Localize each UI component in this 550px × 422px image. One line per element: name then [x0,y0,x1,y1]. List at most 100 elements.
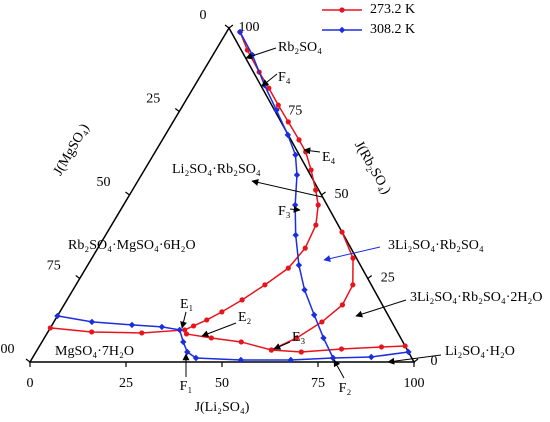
tick-mark [413,358,419,363]
point [208,335,214,341]
point [284,131,292,139]
annotation: Rb₂SO₄·MgSO₄·6H₂O [68,238,196,253]
right-tick-label: 25 [381,271,395,286]
annotation-arrow [323,246,381,262]
annotation-arrow [180,311,187,329]
annotation: F₄ [278,70,291,85]
point [238,339,244,345]
point [176,326,183,334]
annotation: Rb₂SO₄ [278,40,322,55]
annotation-arrow [273,341,291,350]
point [402,343,408,349]
point [285,265,291,271]
point [339,302,346,308]
annotation-arrow [201,322,237,338]
point [302,245,308,251]
point [405,348,412,356]
annotation-arrow [245,47,277,60]
point [296,137,302,143]
point [88,318,96,326]
annotation-arrow [355,299,407,318]
annotation: Li₂SO₄·H₂O [445,344,515,359]
point [313,187,319,193]
annotation-arrow [251,178,323,198]
point [262,282,268,288]
bottom-axis-title: J(Li₂SO₄) [195,400,250,415]
point [139,330,145,336]
point [219,309,225,315]
bottom-tick-label: 75 [311,376,325,391]
tick-mark [224,24,230,29]
point [287,356,294,364]
annotation-arrow [289,205,301,213]
point [236,28,244,36]
left-tick-label: 75 [47,259,61,274]
annotation: F₂ [339,381,352,396]
annotation-arrow [261,73,278,87]
left-tick-label: 50 [97,175,111,190]
point [292,231,299,239]
point [204,317,210,323]
annotation: E₁ [180,297,193,312]
series-line [239,31,334,359]
bottom-tick-label: 50 [215,376,229,391]
point [350,255,356,261]
annotation: Li₂SO₄·Rb₂SO₄ [172,162,261,177]
point [275,102,281,108]
annotation: E₄ [322,150,336,165]
right-tick-label: 100 [239,20,260,35]
point [54,312,61,320]
point [180,338,187,346]
right-axis-title: J(Rb₂SO₄) [351,139,394,198]
point [310,311,318,319]
annotation: F₃ [278,204,291,219]
point [285,119,291,125]
legend-marker [338,26,346,34]
point [319,319,325,325]
point [292,151,299,159]
left-tick-label: 100 [0,342,15,357]
legend-marker [339,7,345,13]
series-line [186,333,406,353]
point [295,261,303,269]
point [313,222,319,228]
point [339,229,345,235]
tick-mark [367,275,373,279]
point [301,286,308,294]
point [190,323,197,329]
point [308,167,314,173]
annotation: E₂ [238,310,252,325]
tick-mark [321,191,326,196]
legend-label: 308.2 K [370,22,415,37]
point [293,171,301,179]
legend-label: 273.2 K [370,2,415,17]
point [89,329,95,335]
point [294,335,300,341]
annotation-arrow [387,354,442,365]
annotation: F₁ [180,379,193,394]
bottom-tick-label: 25 [119,376,133,391]
point [368,353,375,361]
annotation-arrow [333,359,345,379]
point [268,347,275,353]
annotation: 3Li₂SO₄·Rb₂SO₄·2H₂O [410,290,543,305]
point [128,321,136,329]
point [378,344,385,350]
left-axis-title: J(MgSO₄) [51,121,93,178]
annotation: E₃ [292,330,306,345]
point [298,349,304,355]
point [266,85,272,91]
tick-mark [125,191,130,196]
point [338,346,345,352]
series-line [271,231,354,351]
point [350,282,356,288]
point [192,354,200,362]
point [183,331,190,337]
point [237,356,245,364]
point [158,323,166,331]
point [273,106,280,114]
left-tick-label: 25 [146,92,160,107]
annotation-arrow [303,147,321,155]
plot-layer: 0 25 50 75 100 0 25 50 75 100 0 25 50 75 100 J(Li₂SO₄) J… [0,2,543,415]
